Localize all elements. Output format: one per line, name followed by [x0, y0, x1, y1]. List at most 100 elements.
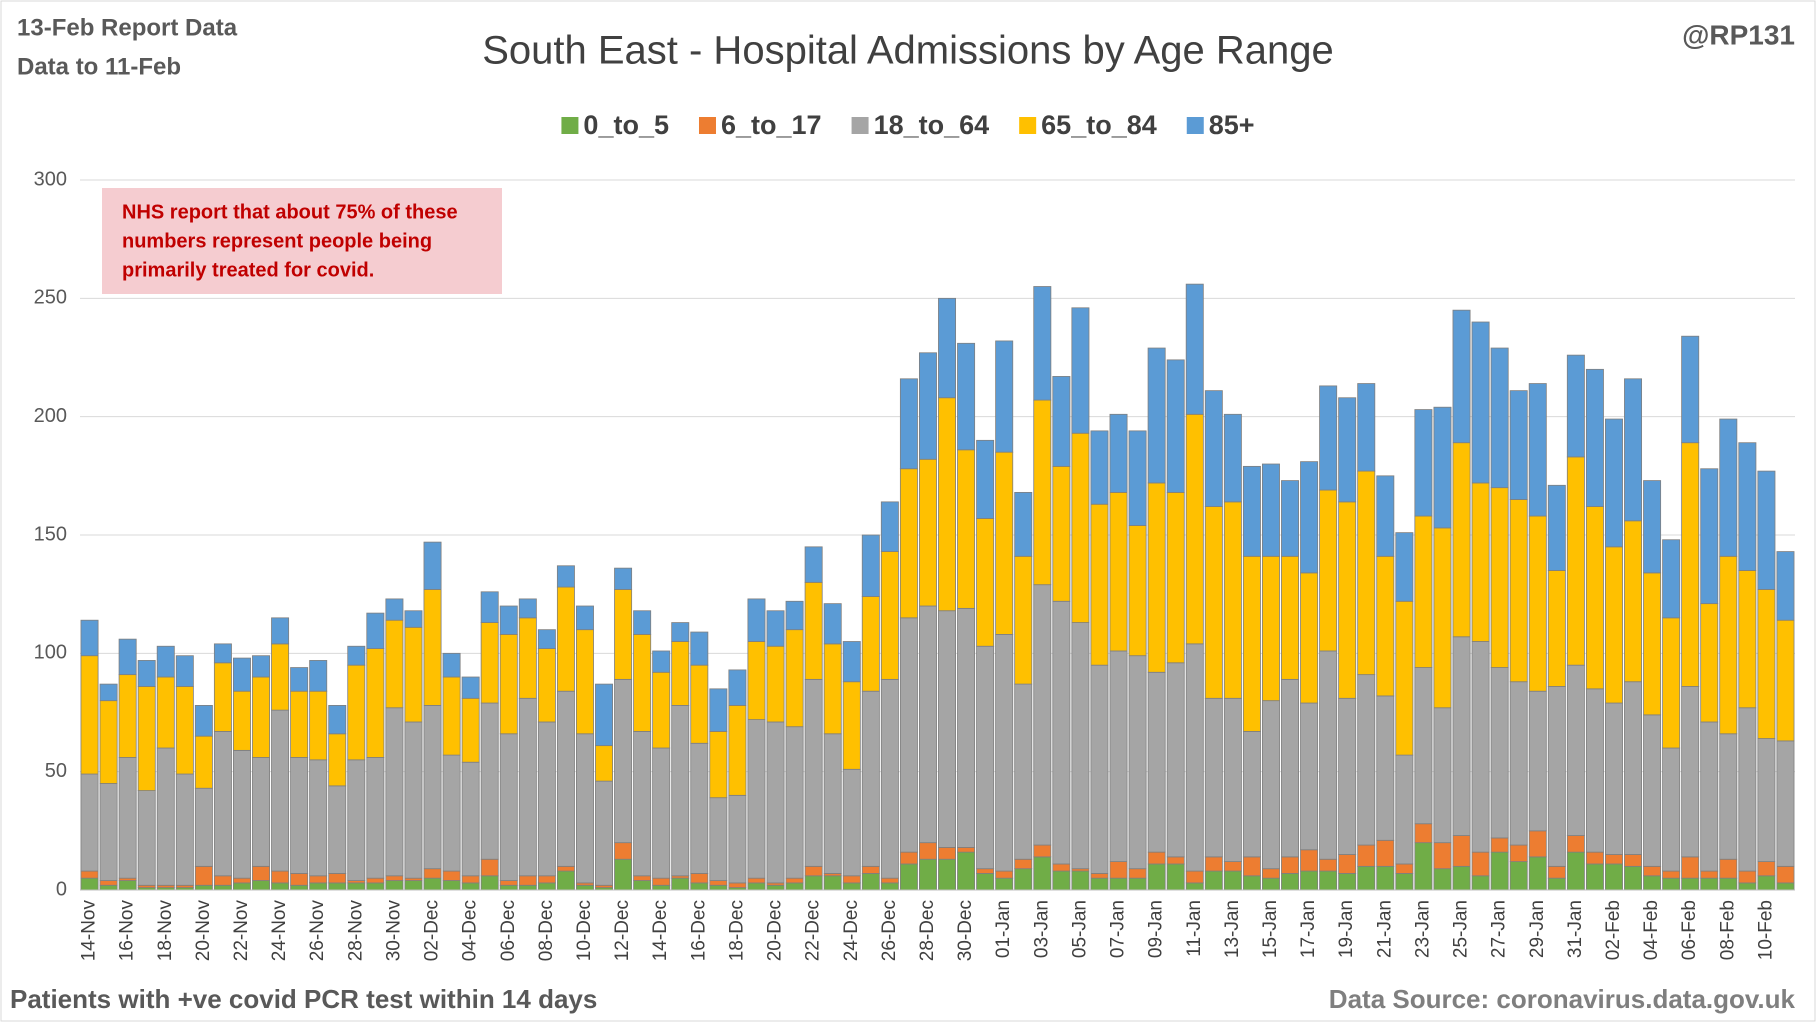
bar-segment — [861, 534, 880, 597]
bar-segment — [537, 882, 556, 891]
bar-segment — [271, 617, 290, 645]
bar-segment — [1700, 877, 1719, 891]
bar-segment — [442, 880, 461, 891]
bar-segment — [1776, 551, 1795, 621]
footer-right: Data Source: coronavirus.data.gov.uk — [1329, 984, 1796, 1014]
bar-segment — [252, 865, 271, 881]
bar-segment — [918, 858, 937, 891]
bar-segment — [690, 742, 709, 874]
bar-segment — [652, 884, 671, 891]
bar-segment — [232, 657, 251, 692]
bar-segment — [1681, 856, 1700, 879]
bar-segment — [766, 645, 785, 723]
bar-segment — [118, 757, 137, 879]
bar-segment — [575, 605, 594, 631]
bar-segment — [728, 705, 747, 796]
bar-segment — [633, 880, 652, 891]
bar-segment — [1681, 335, 1700, 444]
bar-segment — [1147, 482, 1166, 673]
bar-segment — [366, 757, 385, 879]
bar-segment — [156, 676, 175, 749]
bar-segment — [1662, 877, 1681, 891]
x-tick-label: 22-Dec — [803, 900, 824, 961]
bar-segment — [1204, 870, 1223, 891]
x-tick-label: 27-Jan — [1489, 900, 1510, 958]
bar-segment — [1204, 506, 1223, 699]
bar-segment — [1757, 875, 1776, 891]
bar-segment — [118, 674, 137, 758]
bar-segment — [1242, 875, 1261, 891]
bar-segment — [1509, 681, 1528, 846]
bar-segment — [194, 787, 213, 867]
bar-segment — [1547, 686, 1566, 867]
bar-segment — [423, 705, 442, 870]
bar-segment — [461, 697, 480, 763]
bar-segment — [1662, 870, 1681, 879]
bar-segment — [976, 645, 995, 870]
bar-segment — [1109, 861, 1128, 879]
bar-segment — [194, 865, 213, 886]
bar-segment — [995, 877, 1014, 891]
bar-segment — [1643, 714, 1662, 867]
bar-segment — [652, 747, 671, 879]
x-tick-label: 22-Nov — [231, 900, 252, 962]
legend-label: 18_to_64 — [874, 110, 990, 140]
bar-segment — [537, 875, 556, 884]
bar-segment — [1643, 572, 1662, 716]
bar-segment — [556, 690, 575, 867]
bar-segment — [1300, 870, 1319, 891]
bar-segment — [938, 397, 957, 612]
bar-segment — [1585, 851, 1604, 865]
bar-segment — [366, 648, 385, 758]
bar-segment — [1261, 868, 1280, 879]
bar-segment — [880, 551, 899, 680]
bar-segment — [1033, 856, 1052, 891]
bar-segment — [1700, 603, 1719, 723]
bar-segment — [1052, 863, 1071, 872]
x-tick-label: 09-Jan — [1146, 900, 1167, 958]
x-tick-label: 30-Dec — [955, 900, 976, 961]
bar-segment — [1071, 307, 1090, 434]
bar-segment — [1509, 499, 1528, 683]
bar-segment — [499, 634, 518, 735]
bar-segment — [537, 629, 556, 650]
bar-segment — [1624, 681, 1643, 855]
bar-segment — [709, 731, 728, 799]
bar-segment — [137, 790, 156, 886]
bar-segment — [1185, 413, 1204, 645]
bar-segment — [1338, 873, 1357, 891]
bar-segment — [1585, 506, 1604, 690]
bar-segment — [976, 868, 995, 874]
bar-segment — [290, 884, 309, 891]
bar-segment — [1128, 430, 1147, 526]
bar-segment — [595, 780, 614, 886]
bar-segment — [1585, 863, 1604, 891]
bar-segment — [938, 858, 957, 891]
bar-segment — [880, 501, 899, 552]
bar-segment — [899, 378, 918, 470]
bar-segment — [880, 678, 899, 879]
bar-segment — [271, 709, 290, 872]
bar-segment — [957, 607, 976, 848]
bar-segment — [785, 882, 804, 891]
bar-segment — [271, 643, 290, 711]
bar-segment — [671, 622, 690, 642]
x-tick-label: 30-Nov — [383, 900, 404, 962]
handle: @RP131 — [1682, 19, 1795, 50]
bar-segment — [1223, 870, 1242, 891]
bar-segment — [213, 731, 232, 877]
x-tick-label: 02-Dec — [422, 900, 443, 961]
bar-segment — [213, 643, 232, 664]
bar-segment — [671, 705, 690, 877]
y-tick-label: 200 — [34, 405, 67, 427]
bar-segment — [556, 870, 575, 891]
bar-segment — [823, 733, 842, 874]
bar-segment — [1414, 515, 1433, 668]
bar-segment — [328, 705, 347, 735]
bar-segment — [1109, 650, 1128, 863]
bar-segment — [575, 733, 594, 884]
bar-segment — [385, 880, 404, 891]
bar-segment — [957, 449, 976, 609]
bar-segment — [1376, 839, 1395, 867]
bar-segment — [842, 882, 861, 891]
